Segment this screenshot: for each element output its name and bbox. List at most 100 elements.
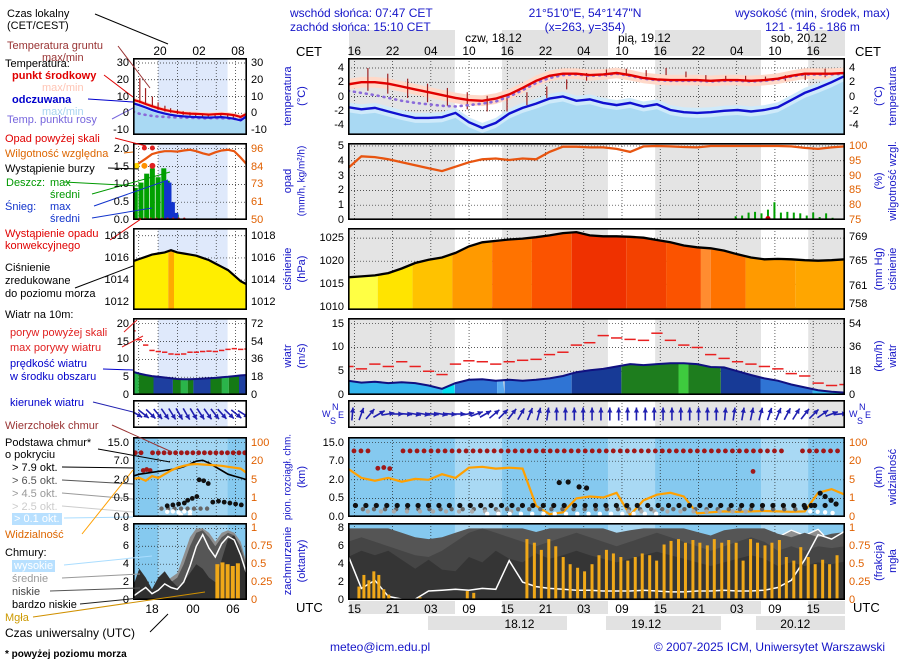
layer-arrows bbox=[349, 407, 845, 421]
axis-tick-right-temperature-mini: -10 bbox=[251, 123, 267, 136]
axis-tick-right-pressure-main: 769 bbox=[849, 230, 868, 243]
axis-tick-right-cloudiness-mini: 0 bbox=[251, 594, 258, 606]
axis-tick-right-temperature-main: 2 bbox=[849, 76, 856, 89]
header-night-band bbox=[502, 30, 608, 56]
chart-wind-main bbox=[348, 318, 845, 395]
axis-tick-right-pressure-main: 761 bbox=[849, 280, 868, 293]
utc-hour-label: 21 bbox=[385, 602, 400, 616]
axis-tick-left-wind-mini: 10 bbox=[116, 353, 129, 366]
layer-dots bbox=[164, 477, 244, 509]
utc-hour-label: 03 bbox=[730, 602, 744, 616]
cet-hour-label: 04 bbox=[577, 44, 591, 58]
coordinates: 21°51'0"E, 54°1'47"N bbox=[528, 6, 642, 20]
axis-tick-left-precip-mini: 0.0 bbox=[113, 214, 129, 226]
axis-tick-left-cloudiness-mini: 6 bbox=[122, 540, 129, 553]
layer-dotrow bbox=[365, 509, 748, 514]
axis-tick-left-pressure-mini: 1012 bbox=[104, 296, 129, 309]
axis-tick-right-cloudext-main: 0 bbox=[849, 511, 856, 523]
axis-tick-right-wind-main: 0 bbox=[849, 389, 856, 401]
axis-unit-humidity-r: (%) bbox=[873, 172, 885, 190]
axis-tick-left-cloudiness-mini: 8 bbox=[122, 522, 129, 535]
layer-bars bbox=[719, 202, 841, 219]
axis-tick-right-precip-mini: 61 bbox=[251, 196, 264, 209]
axis-tick-left-pressure-mini: 1014 bbox=[104, 274, 129, 287]
axis-tick-right-wind-main: 18 bbox=[849, 365, 862, 378]
axis-unit-fog-r: (frakcja) bbox=[873, 541, 885, 581]
chart-winddir-mini bbox=[133, 400, 247, 428]
axis-tick-left-cloudext-main: 15.0 bbox=[322, 436, 344, 449]
date-label: 18.12 bbox=[504, 617, 535, 631]
legend-clouds-high: wysokie bbox=[12, 560, 56, 572]
compass-s2: S bbox=[857, 416, 864, 426]
layer-slices bbox=[348, 232, 845, 310]
utc-hour-label: 09 bbox=[768, 602, 782, 616]
axis-tick-right-wind-mini: 54 bbox=[251, 335, 264, 348]
axis-tick-left-precip-main: 4 bbox=[337, 154, 344, 167]
legend-cloud-base-1: Podstawa chmur* bbox=[5, 437, 92, 449]
axis-tick-right-cloudiness-main: 0.25 bbox=[849, 576, 871, 589]
axis-tick-right-precip-mini: 50 bbox=[251, 214, 264, 226]
axis-tick-left-precip-mini: 1.5 bbox=[113, 160, 129, 173]
legend-visibility: Widzialność bbox=[5, 529, 64, 541]
footer-night-band bbox=[502, 601, 608, 614]
day-label: pią, 19.12 bbox=[617, 31, 671, 45]
legend-wind-speed-1: prędkość wiatru bbox=[10, 358, 88, 370]
axis-tick-right-cloudiness-main: 1 bbox=[849, 522, 856, 535]
axis-tick-right-wind-mini: 0 bbox=[251, 389, 258, 401]
legend-wind-header: Wiatr na 10m: bbox=[5, 309, 74, 321]
legend-relative-humidity: Wilgotność względna bbox=[5, 148, 109, 160]
axis-tick-left-temperature-mini: 20 bbox=[116, 73, 129, 86]
legend-feels-like: odczuwana bbox=[12, 94, 72, 106]
axis-unit-wind-r: (km/h) bbox=[873, 340, 885, 372]
chart-precip-mini bbox=[133, 143, 247, 220]
axis-tick-left-cloudiness-main: 2 bbox=[337, 576, 344, 589]
layer-areaUnder bbox=[133, 103, 247, 135]
axis-tick-left-temperature-main: 4 bbox=[337, 61, 344, 74]
axis-tick-right-temperature-mini: 20 bbox=[251, 73, 264, 86]
layer-hsegs bbox=[348, 332, 845, 387]
compass-n2: N bbox=[859, 402, 866, 412]
axis-tick-left-pressure-main: 1025 bbox=[319, 232, 344, 245]
axis-tick-right-pressure-main: 758 bbox=[849, 298, 868, 311]
footnote-sea-level: * powyżej poziomu morza bbox=[5, 649, 127, 660]
legend-fog: Mgła bbox=[5, 612, 29, 624]
axis-tick-right-pressure-mini: 1018 bbox=[251, 229, 276, 242]
legend-snow: Śnieg: bbox=[5, 201, 37, 213]
chart-cloudext-mini bbox=[133, 437, 247, 517]
layer-line bbox=[133, 370, 247, 381]
legend-clouds-low: niskie bbox=[12, 586, 41, 598]
chart-precip-main bbox=[348, 143, 845, 220]
axis-tick-right-pressure-mini: 1014 bbox=[251, 274, 276, 287]
header-night-band bbox=[655, 30, 761, 56]
axis-label-temperature: temperatura bbox=[282, 66, 294, 126]
date-band bbox=[755, 616, 845, 630]
axis-tick-left-pressure-main: 1015 bbox=[319, 278, 344, 291]
axis-tick-right-temperature-main: -2 bbox=[849, 104, 859, 117]
layer-line bbox=[133, 148, 247, 169]
layer-slices bbox=[133, 250, 247, 310]
axis-tick-right-precip-mini: 84 bbox=[251, 160, 264, 173]
legend-cloud-top: Wierzchołek chmur bbox=[5, 420, 99, 432]
axis-unit-pressure-r: (mm Hg) bbox=[873, 247, 885, 291]
axis-tick-right-temperature-main: -4 bbox=[849, 119, 859, 132]
legend-okta-25: > 2.5 okt. bbox=[12, 501, 58, 513]
sunset-info: zachód słońca: 15:10 CET bbox=[290, 20, 431, 34]
layer-bars bbox=[215, 562, 240, 599]
cet-hour-label: 10 bbox=[615, 44, 629, 58]
axis-tick-right-precip-main: 90 bbox=[849, 169, 862, 182]
email-link[interactable]: meteo@icm.edu.pl bbox=[330, 640, 431, 654]
chart-cloudiness-mini bbox=[133, 523, 247, 600]
grid-point: (x=263, y=354) bbox=[544, 20, 626, 34]
axis-tick-right-cloudext-mini: 1 bbox=[251, 492, 258, 505]
legend-wind-speed-2: w środku obszaru bbox=[10, 371, 97, 383]
axis-unit-pressure: (hPa) bbox=[296, 255, 308, 283]
legend-temperature-header: Temperatura: bbox=[5, 58, 70, 70]
legend-gust-above-scale: poryw powyżej skali bbox=[10, 327, 108, 339]
legend-midpoint-temp: punkt środkowy bbox=[12, 70, 97, 82]
axis-tick-left-cloudiness-main: 6 bbox=[337, 540, 344, 553]
axis-label-wind-r: wiatr bbox=[887, 344, 899, 368]
legend-okta-45: > 4.5 okt. bbox=[12, 488, 58, 500]
axis-label-temperature-r: temperatura bbox=[887, 66, 899, 126]
axis-tick-left-cloudext-main: 7.0 bbox=[328, 455, 344, 468]
